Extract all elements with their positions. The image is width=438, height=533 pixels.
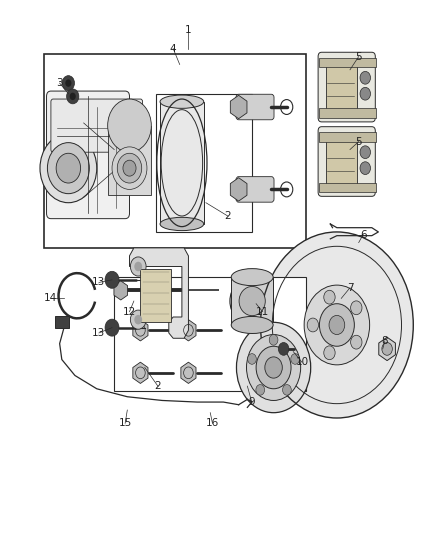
Circle shape <box>256 384 265 395</box>
Circle shape <box>360 71 371 84</box>
Circle shape <box>70 93 76 100</box>
Text: 10: 10 <box>295 357 308 367</box>
Text: 13: 13 <box>92 328 106 338</box>
Circle shape <box>237 322 311 413</box>
Circle shape <box>40 134 97 203</box>
Circle shape <box>134 262 142 271</box>
Text: 2: 2 <box>155 381 161 391</box>
Circle shape <box>131 310 146 329</box>
Circle shape <box>62 76 74 91</box>
Circle shape <box>265 357 283 378</box>
Circle shape <box>360 162 371 174</box>
Text: 1: 1 <box>185 25 192 35</box>
FancyBboxPatch shape <box>318 52 375 122</box>
FancyBboxPatch shape <box>51 99 143 152</box>
Circle shape <box>329 316 345 335</box>
Circle shape <box>105 271 119 288</box>
Circle shape <box>261 232 413 418</box>
Circle shape <box>256 346 291 389</box>
Circle shape <box>134 315 142 325</box>
Circle shape <box>123 160 136 176</box>
Bar <box>326 64 357 112</box>
Text: 15: 15 <box>119 418 132 429</box>
Text: 16: 16 <box>206 418 219 429</box>
Bar <box>55 316 69 328</box>
Text: 5: 5 <box>355 136 362 147</box>
Circle shape <box>112 147 147 189</box>
Circle shape <box>247 354 256 364</box>
FancyBboxPatch shape <box>236 176 274 202</box>
Ellipse shape <box>160 217 204 231</box>
Text: 11: 11 <box>256 306 269 317</box>
Circle shape <box>360 87 371 100</box>
Circle shape <box>283 384 291 395</box>
FancyBboxPatch shape <box>318 127 375 196</box>
Circle shape <box>131 257 146 276</box>
Circle shape <box>108 99 151 152</box>
Ellipse shape <box>231 269 273 286</box>
Text: 9: 9 <box>248 397 255 407</box>
Text: 5: 5 <box>355 52 362 61</box>
Circle shape <box>117 154 142 183</box>
Bar <box>155 94 252 232</box>
Circle shape <box>65 79 71 87</box>
Text: 4: 4 <box>170 44 177 53</box>
Bar <box>44 54 306 248</box>
Bar <box>319 108 376 118</box>
Circle shape <box>304 285 370 365</box>
Text: 14: 14 <box>44 293 57 303</box>
Text: 6: 6 <box>360 230 367 240</box>
Circle shape <box>247 335 300 400</box>
Bar <box>319 132 376 142</box>
Ellipse shape <box>230 277 274 325</box>
Text: 12: 12 <box>123 306 136 317</box>
Text: 7: 7 <box>346 283 353 293</box>
Ellipse shape <box>239 286 265 316</box>
Text: 3: 3 <box>57 78 63 88</box>
Circle shape <box>67 89 79 104</box>
Circle shape <box>105 319 119 336</box>
Circle shape <box>269 335 278 345</box>
Text: 2: 2 <box>224 211 231 221</box>
Circle shape <box>324 290 335 304</box>
Circle shape <box>324 346 335 360</box>
Bar <box>108 126 151 195</box>
Bar <box>319 182 376 192</box>
Circle shape <box>47 143 89 193</box>
Circle shape <box>382 343 392 356</box>
Circle shape <box>291 354 300 364</box>
Bar <box>141 269 171 322</box>
Bar <box>114 277 306 391</box>
Text: 8: 8 <box>381 336 388 346</box>
FancyBboxPatch shape <box>236 94 274 120</box>
Ellipse shape <box>231 317 273 334</box>
Text: 13: 13 <box>92 278 106 287</box>
Bar <box>319 58 376 67</box>
Polygon shape <box>130 248 188 338</box>
FancyBboxPatch shape <box>46 91 130 219</box>
Bar <box>326 139 357 187</box>
Circle shape <box>319 304 354 346</box>
Bar <box>231 277 273 325</box>
Bar <box>160 102 204 224</box>
Circle shape <box>351 301 362 314</box>
Ellipse shape <box>160 95 204 108</box>
Circle shape <box>56 154 81 183</box>
Circle shape <box>360 146 371 159</box>
Circle shape <box>307 318 318 332</box>
Circle shape <box>279 343 289 356</box>
Circle shape <box>351 335 362 349</box>
